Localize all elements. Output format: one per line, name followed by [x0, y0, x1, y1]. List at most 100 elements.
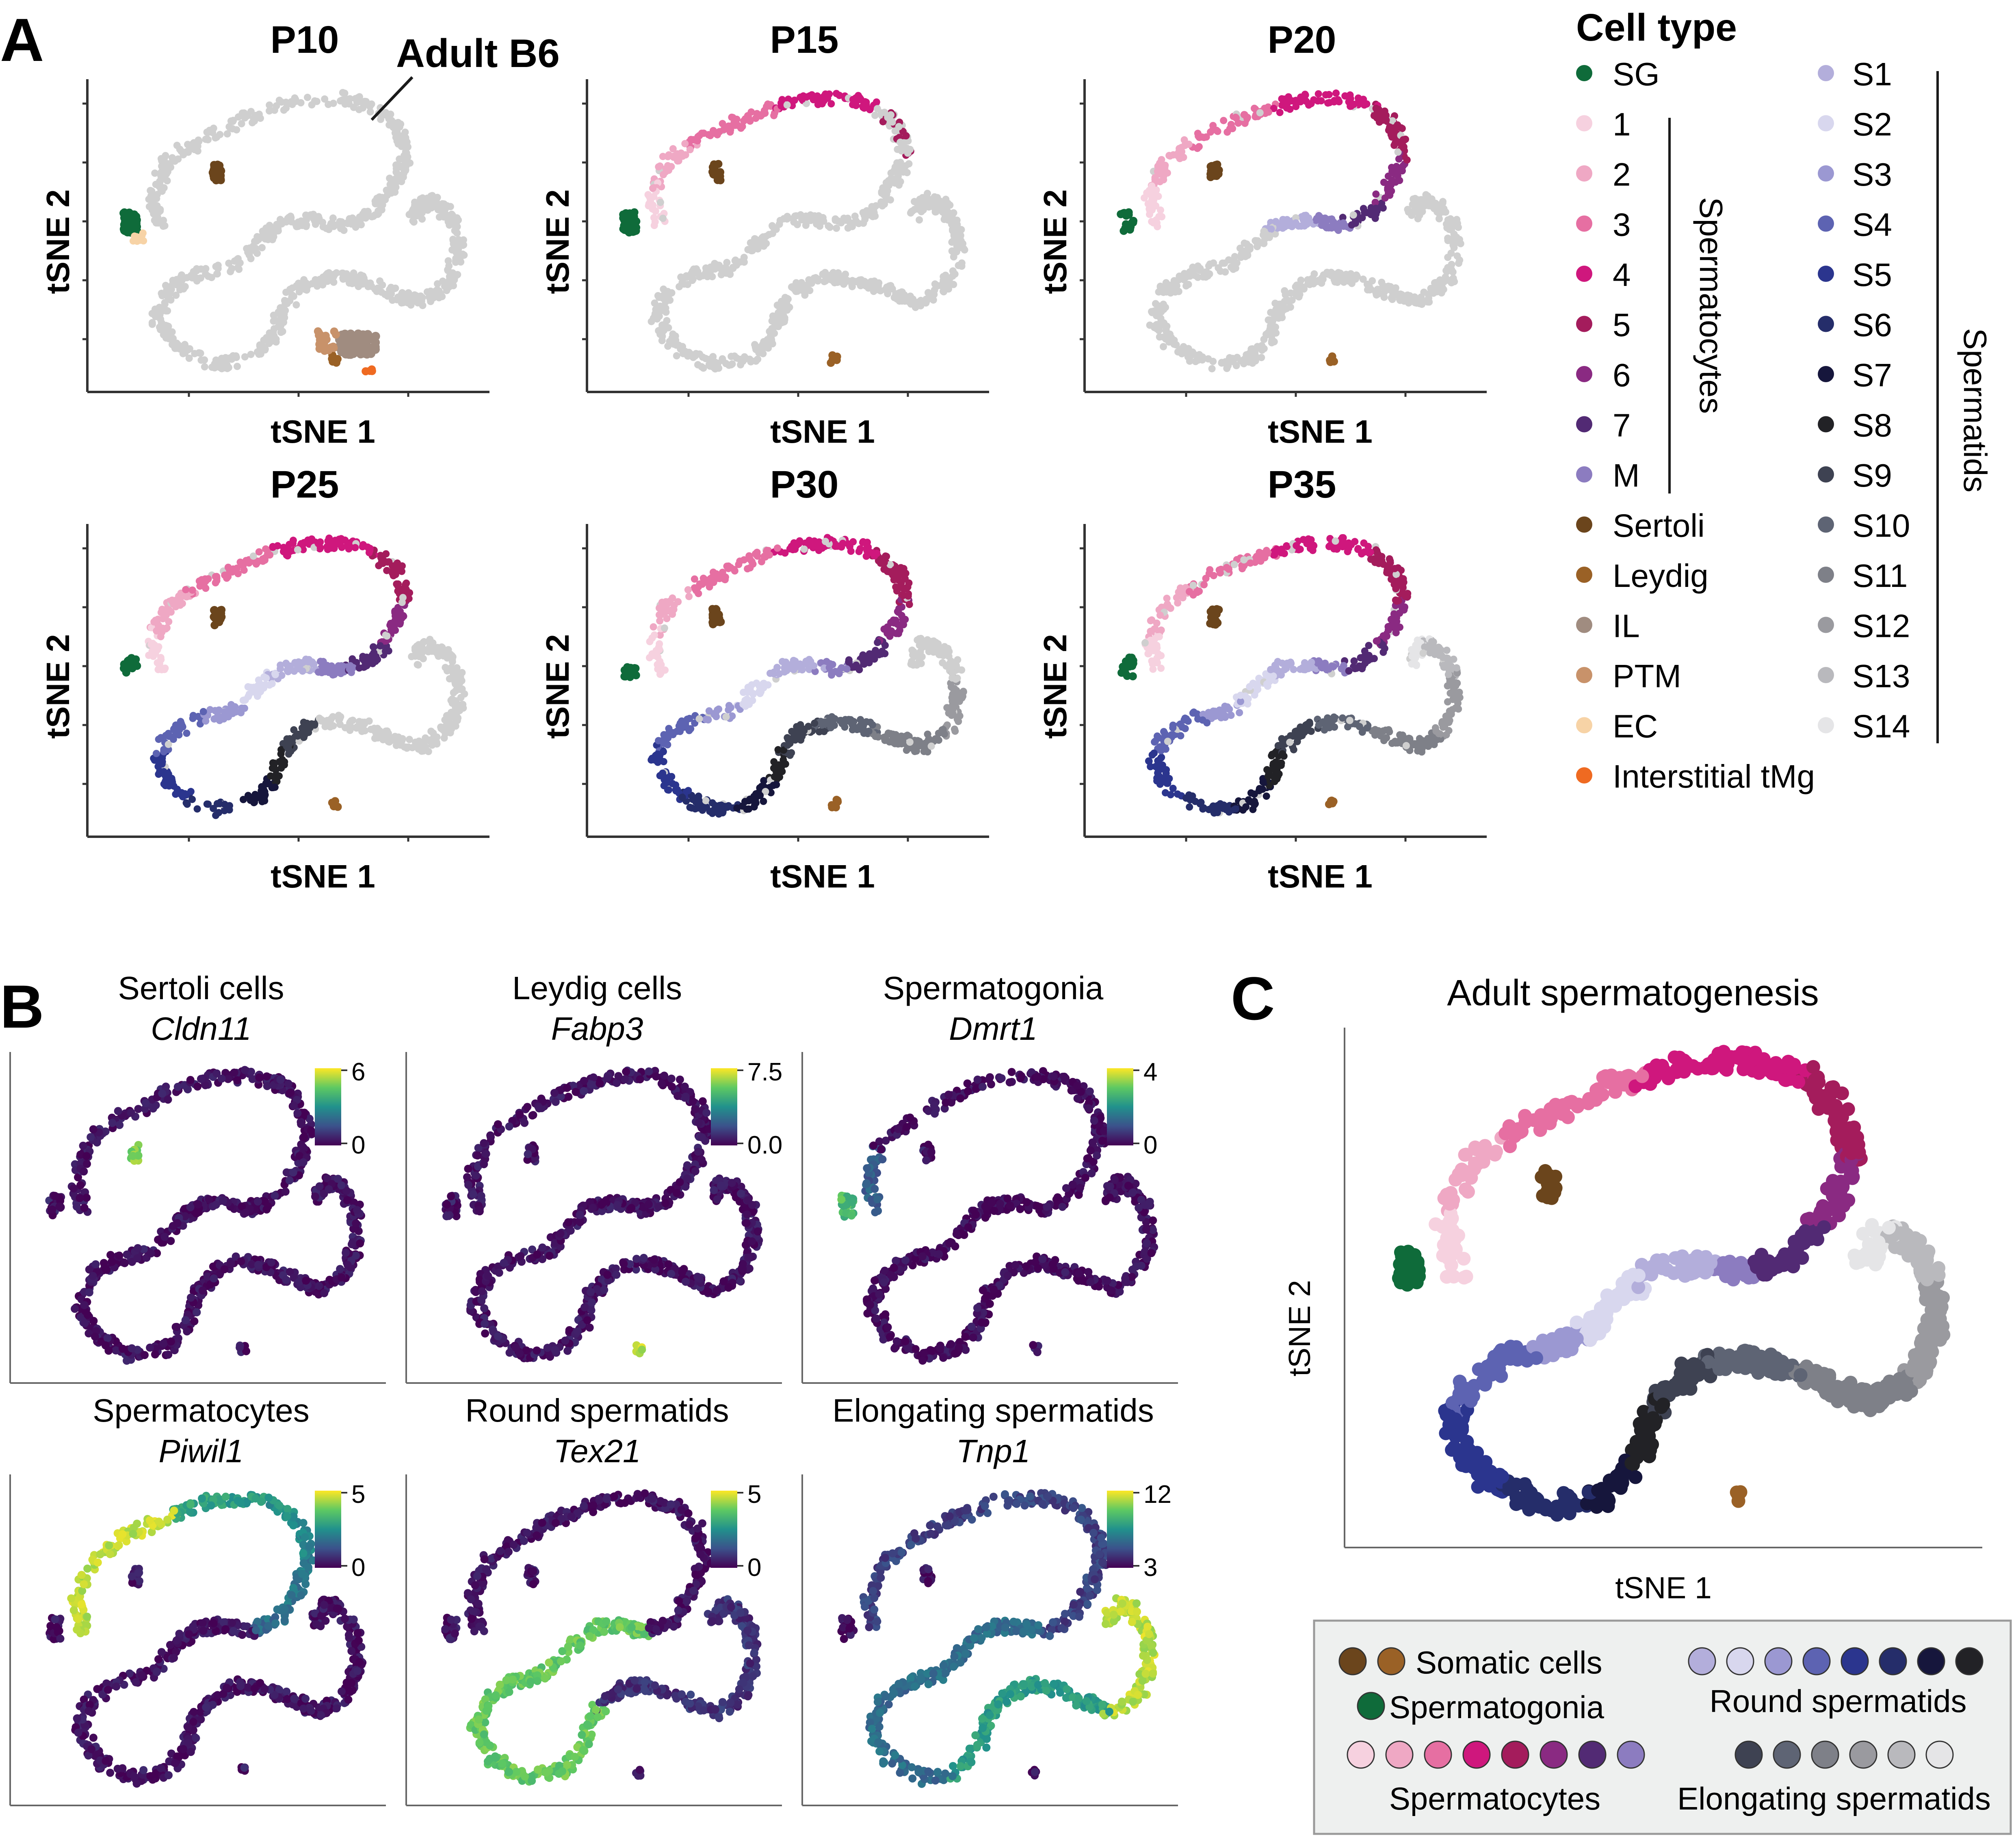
- cell-point: [954, 238, 961, 246]
- cell-point: [708, 810, 716, 817]
- cell-point: [238, 120, 245, 128]
- cell-point: [151, 216, 158, 224]
- cell-point: [354, 274, 362, 281]
- cell-point: [885, 282, 893, 290]
- cell-point: [386, 181, 394, 188]
- cell-point: [656, 604, 663, 612]
- cell-point: [786, 751, 794, 759]
- cell-point: [926, 196, 934, 203]
- cell-point: [1232, 264, 1239, 272]
- cell-point-tmg: [362, 367, 370, 376]
- cell-point: [148, 310, 156, 317]
- cell-point: [949, 225, 957, 233]
- cell-point: [230, 704, 238, 712]
- cell-point-leydig: [1328, 352, 1336, 361]
- cell-point: [215, 809, 223, 816]
- cell-point: [929, 296, 937, 304]
- cell-point: [329, 214, 337, 222]
- cell-point: [1325, 91, 1333, 98]
- cell-point: [386, 734, 394, 742]
- panel-letter-a: A: [0, 6, 44, 74]
- cell-point: [1384, 189, 1392, 197]
- cell-point: [745, 552, 753, 560]
- cell-point: [439, 277, 446, 285]
- cell-point: [282, 104, 290, 112]
- cell-point: [157, 186, 165, 193]
- cell-point: [270, 762, 277, 770]
- cell-point: [789, 546, 797, 554]
- cell-point: [798, 279, 806, 286]
- cell-point: [1369, 277, 1376, 285]
- cell-point: [1412, 198, 1419, 206]
- cell-point: [908, 646, 916, 654]
- cell-point: [372, 725, 380, 733]
- cell-point: [262, 545, 270, 553]
- cell-point: [950, 281, 957, 288]
- cell-point: [414, 650, 422, 658]
- cell-point-sg: [128, 660, 136, 669]
- cell-point: [1159, 302, 1167, 310]
- cell-point: [148, 319, 156, 327]
- cell-point-sertoli: [213, 160, 222, 169]
- cell-point: [260, 684, 268, 692]
- cell-point: [300, 734, 307, 741]
- cell-point: [904, 145, 912, 153]
- cell-point: [702, 797, 710, 805]
- cell-point-sertoli: [1207, 162, 1216, 170]
- cell-point: [1394, 292, 1402, 299]
- cell-point: [1278, 95, 1286, 103]
- cell-point: [315, 213, 322, 221]
- cell-point: [1178, 350, 1186, 357]
- cell-point: [1333, 271, 1341, 279]
- cell-point: [1194, 356, 1202, 364]
- cell-point: [745, 114, 752, 121]
- cell-point: [706, 132, 714, 139]
- cell-point: [1346, 91, 1354, 99]
- cell-point: [1455, 260, 1462, 267]
- cell-point: [723, 269, 730, 277]
- cell-point: [1329, 221, 1337, 229]
- cell-point: [795, 286, 802, 294]
- cell-point: [1162, 326, 1170, 333]
- cell-point: [359, 541, 367, 549]
- cell-point: [935, 729, 942, 737]
- cell-point: [1141, 194, 1148, 202]
- cell-point: [300, 276, 308, 284]
- cell-point: [741, 258, 748, 266]
- cell-point: [1270, 338, 1278, 346]
- cell-point: [852, 102, 860, 109]
- cell-point: [411, 291, 418, 299]
- cell-point: [736, 557, 744, 565]
- cell-point: [784, 741, 791, 749]
- cell-point-sg: [1126, 223, 1135, 231]
- cell-point: [884, 113, 892, 121]
- cell-point: [873, 285, 881, 293]
- cell-point: [197, 349, 204, 357]
- cell-point: [1240, 249, 1248, 257]
- cell-point: [414, 661, 421, 669]
- y-axis-label: tSNE 2: [1037, 189, 1073, 294]
- cell-point-il: [370, 342, 380, 352]
- cell-point: [833, 224, 840, 232]
- cell-point: [304, 93, 311, 101]
- cell-point: [393, 737, 401, 745]
- cell-point: [815, 728, 823, 736]
- cell-point: [954, 697, 962, 704]
- cell-point: [1375, 290, 1382, 298]
- cell-point: [826, 223, 834, 231]
- cell-point: [1444, 235, 1452, 242]
- cell-point: [1334, 279, 1341, 286]
- cell-point: [345, 545, 353, 553]
- cell-point: [774, 746, 782, 753]
- cell-point: [448, 210, 455, 218]
- cell-point: [719, 355, 726, 363]
- cell-point: [453, 228, 460, 236]
- cell-point: [1225, 256, 1232, 264]
- cell-point: [204, 800, 212, 808]
- cell-point: [1267, 225, 1275, 233]
- cell-point: [182, 586, 190, 593]
- cell-point: [413, 202, 421, 210]
